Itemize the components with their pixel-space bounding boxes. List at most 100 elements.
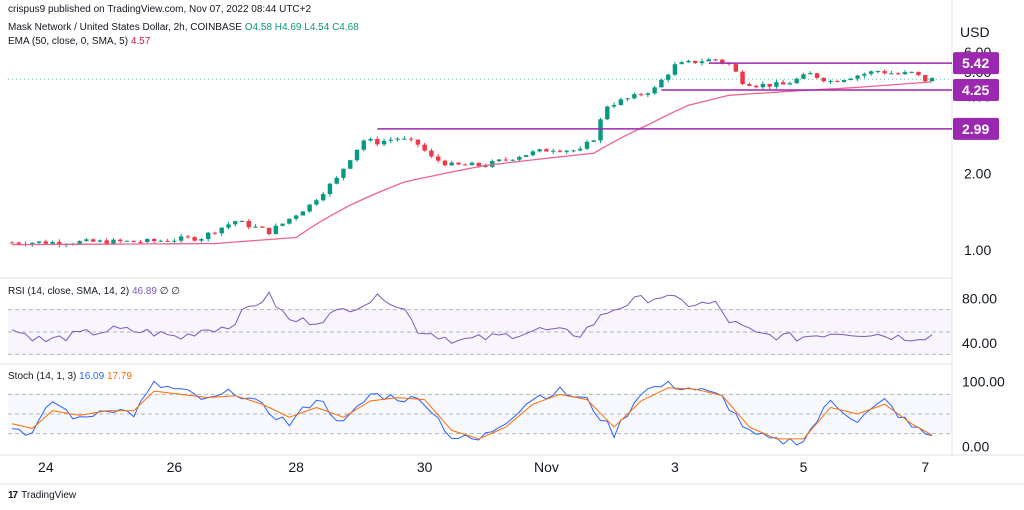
- candle-body: [557, 150, 563, 152]
- candle-body: [388, 139, 394, 141]
- candle-body: [145, 239, 150, 243]
- candle-body: [300, 211, 306, 216]
- candle-body: [84, 239, 89, 242]
- candle-body: [293, 215, 299, 219]
- ema-line: [12, 81, 933, 246]
- candle-body: [395, 138, 400, 140]
- candle-body: [280, 223, 285, 226]
- stoch-k-line: [11, 380, 933, 446]
- candle-body: [233, 221, 238, 225]
- candle-body: [929, 78, 935, 82]
- candle-body: [855, 75, 860, 79]
- candle-body: [882, 71, 887, 74]
- candle-body: [422, 144, 427, 151]
- candle-body: [260, 226, 265, 228]
- time-axis-tick: Nov: [534, 459, 559, 475]
- candle-body: [828, 81, 833, 83]
- time-axis-tick: 30: [417, 459, 433, 475]
- tradingview-brand-text: TradingView: [21, 490, 77, 501]
- candle-body: [463, 164, 468, 166]
- candle-body: [375, 138, 380, 145]
- tradingview-brand[interactable]: 17 TradingView: [8, 490, 76, 501]
- candle-body: [415, 139, 421, 145]
- candle-body: [36, 241, 42, 243]
- candle-body: [916, 71, 921, 76]
- candle-body: [848, 78, 854, 81]
- candle-body: [841, 80, 847, 82]
- candle-body: [679, 62, 684, 65]
- price-axis-tick: 2.00: [964, 165, 991, 181]
- time-axis-tick: 3: [671, 459, 679, 475]
- candle-body: [659, 79, 664, 88]
- time-axis-tick: 24: [38, 459, 54, 475]
- candle-body: [699, 61, 705, 64]
- symbol-name: Mask Network / United States Dollar, 2h,…: [8, 22, 242, 33]
- candle-body: [672, 64, 678, 75]
- candle-body: [571, 150, 576, 152]
- candle-body: [226, 224, 231, 228]
- candle-body: [435, 156, 441, 161]
- candle-body: [104, 240, 109, 245]
- candle-body: [902, 72, 908, 75]
- candle-body: [645, 93, 651, 95]
- candle-body: [178, 236, 184, 241]
- candle-body: [90, 239, 96, 242]
- candle-body: [205, 232, 211, 240]
- rsi-value: 46.89: [131, 286, 157, 297]
- candle-body: [348, 160, 353, 169]
- candle-body: [273, 225, 279, 235]
- candle-body: [821, 77, 826, 82]
- candle-body: [706, 59, 711, 62]
- candle-body: [253, 226, 258, 228]
- candle-body: [720, 59, 725, 64]
- publisher-line: crispus9 published on TradingView.com, N…: [8, 4, 312, 15]
- candle-body: [165, 240, 170, 242]
- time-axis-tick: 7: [921, 459, 929, 475]
- candle-body: [368, 138, 373, 141]
- rsi-axis-tick: 40.00: [962, 335, 997, 351]
- candle-body: [402, 138, 407, 140]
- candle-body: [814, 73, 820, 78]
- candle-body: [131, 240, 136, 242]
- level-badge-label-4.25: 4.25: [962, 82, 989, 98]
- candle-body: [287, 218, 292, 224]
- candle-body: [30, 242, 35, 245]
- candle-body: [185, 236, 191, 238]
- candle-body: [449, 162, 454, 166]
- rsi-line: [11, 291, 933, 344]
- candle-body: [219, 227, 224, 234]
- candle-body: [713, 59, 718, 61]
- symbol-header: Mask Network / United States Dollar, 2h,…: [8, 22, 359, 33]
- stoch-axis-tick: 0.00: [962, 439, 989, 455]
- candle-body: [118, 239, 123, 242]
- candle-body: [77, 241, 82, 244]
- candle-body: [787, 83, 793, 85]
- candle-body: [564, 150, 569, 152]
- candle-body: [889, 73, 894, 75]
- candle-body: [530, 151, 536, 156]
- candle-body: [16, 242, 21, 244]
- candle-body: [334, 177, 339, 184]
- ema-header: EMA (50, close, 0, SMA, 5) 4.57: [8, 36, 150, 47]
- candle-body: [868, 71, 874, 74]
- candle-body: [320, 194, 326, 201]
- candle-body: [862, 73, 867, 76]
- tradingview-logo-icon: 17: [8, 490, 18, 501]
- rsi-header: RSI (14, close, SMA, 14, 2) 46.89 ∅ ∅: [8, 286, 180, 297]
- candle-body: [747, 84, 752, 86]
- candle-body: [429, 150, 434, 157]
- candle-body: [584, 141, 590, 149]
- candle-body: [740, 71, 745, 85]
- candle-body: [578, 148, 583, 151]
- candle-body: [544, 149, 549, 152]
- candle-body: [923, 75, 928, 82]
- candle-body: [523, 155, 529, 157]
- candle-body: [767, 83, 772, 87]
- candle-body: [151, 239, 157, 242]
- candle-body: [50, 241, 55, 244]
- candle-body: [774, 82, 779, 87]
- candle-body: [266, 227, 272, 235]
- ohlc-high: H4.69: [274, 22, 302, 33]
- candle-body: [442, 160, 448, 166]
- time-axis-tick: 5: [800, 459, 808, 475]
